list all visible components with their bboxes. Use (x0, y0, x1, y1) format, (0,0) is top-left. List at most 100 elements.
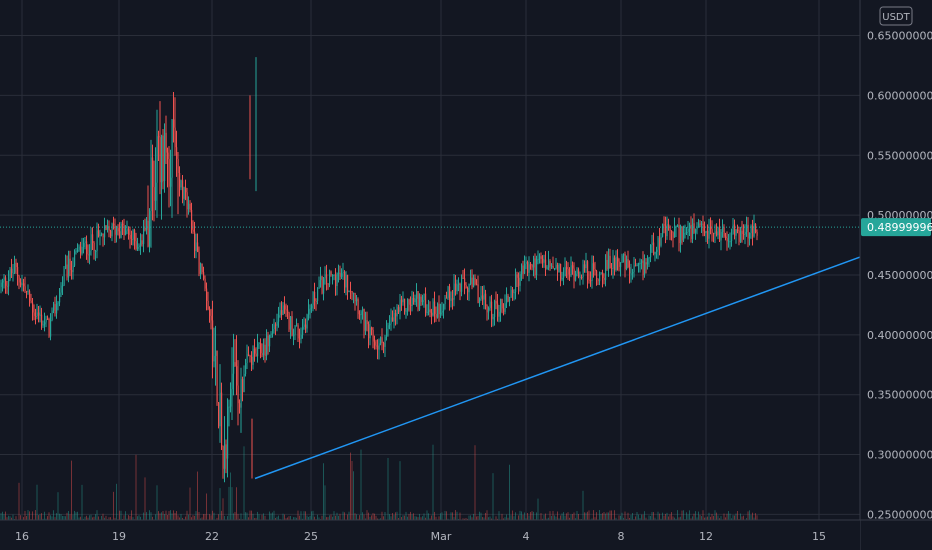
candle-body (494, 300, 496, 318)
volume-bar (732, 515, 734, 520)
volume-bar (104, 517, 105, 520)
volume-bar (318, 517, 320, 520)
volume-bar (567, 512, 569, 520)
volume-bar (12, 514, 14, 520)
candle-body (446, 297, 448, 299)
candle-body (402, 298, 404, 303)
volume-bar (167, 515, 168, 520)
volume-bar (297, 510, 299, 520)
candle-body (26, 290, 28, 292)
volume-bar (129, 516, 131, 520)
candle-body (78, 246, 80, 251)
trendline[interactable] (254, 256, 861, 480)
volume-bar (486, 510, 488, 520)
candle-body (98, 230, 100, 237)
candle-body (320, 276, 322, 281)
volume-bar (198, 512, 200, 520)
candle-body (248, 354, 250, 356)
candle-body (492, 317, 494, 320)
candle-body (713, 233, 715, 235)
candle-body (275, 324, 277, 326)
volume-bar (222, 498, 224, 520)
candle-body (107, 226, 109, 230)
candle-body (617, 256, 619, 262)
volume-bar (240, 513, 242, 520)
volume-bar (624, 511, 626, 520)
volume-bar (627, 512, 629, 520)
candle-body (344, 272, 346, 288)
x-axis-panel[interactable] (0, 520, 860, 550)
volume-bar (357, 518, 359, 520)
volume-bar (741, 516, 743, 520)
volume-bar (450, 512, 452, 520)
candle-body (285, 309, 287, 311)
volume-bar (572, 514, 573, 520)
candle-body (222, 446, 224, 469)
candle-body (210, 315, 212, 321)
candle-body (0, 282, 2, 287)
candle-body (204, 278, 206, 289)
candle-body (704, 231, 706, 234)
volume-bar (512, 510, 513, 520)
volume-bar (390, 516, 392, 520)
candle-body (749, 233, 751, 239)
volume-bar (528, 515, 530, 520)
volume-bar (714, 510, 716, 520)
volume-bar (354, 513, 356, 520)
grid-layer (0, 0, 860, 520)
volume-bar (135, 454, 137, 520)
volume-bar (176, 511, 177, 520)
candle-body (734, 224, 736, 236)
y-tick-label: 0.30000000 (867, 449, 932, 462)
candle-body (602, 272, 604, 278)
candle-body (429, 309, 431, 313)
volume-bar (159, 513, 161, 520)
volume-bar (530, 512, 531, 520)
candle-body (185, 187, 187, 193)
candle-body (552, 266, 554, 269)
volume-bar (503, 518, 504, 520)
candle-body (458, 283, 460, 285)
volume-bar (582, 490, 584, 520)
volume-bar (537, 498, 539, 520)
candle-body (161, 135, 163, 183)
candle-body (195, 242, 197, 251)
volume-bar (749, 510, 750, 520)
volume-bar (108, 517, 110, 520)
y-tick-label: 0.35000000 (867, 389, 932, 402)
candle-body (695, 229, 697, 233)
candle-body (188, 203, 190, 210)
candle-body (557, 264, 559, 272)
volume-bar (576, 510, 578, 520)
volume-bar (125, 511, 126, 520)
candle-body (737, 229, 739, 231)
volume-bar (654, 517, 656, 520)
y-axis-panel[interactable] (860, 0, 932, 550)
candle-body (684, 232, 686, 234)
candle-body (83, 242, 85, 247)
currency-badge-frame (879, 6, 913, 26)
candle-body (372, 329, 374, 342)
candle-body (399, 299, 401, 312)
volume-bar (93, 516, 95, 520)
volume-bar (194, 515, 195, 520)
candle-body (32, 302, 34, 313)
volume-bar (186, 510, 188, 520)
candle-body (453, 283, 455, 300)
volume-bar (750, 515, 752, 520)
volume-bar (62, 515, 63, 520)
candle-body (119, 231, 121, 238)
candle-body (74, 251, 76, 266)
currency-badge[interactable]: USDT (879, 6, 913, 26)
volume-bar (464, 518, 465, 520)
volume-bar (351, 461, 353, 520)
candle-body (65, 264, 67, 269)
candle-body (155, 182, 157, 201)
candle-body (555, 264, 557, 269)
volume-bar (296, 517, 297, 520)
candle-body (42, 324, 44, 326)
volume-bar (335, 515, 336, 520)
candle-body (347, 275, 349, 292)
volume-bar (168, 511, 170, 520)
volume-bar (641, 514, 642, 520)
